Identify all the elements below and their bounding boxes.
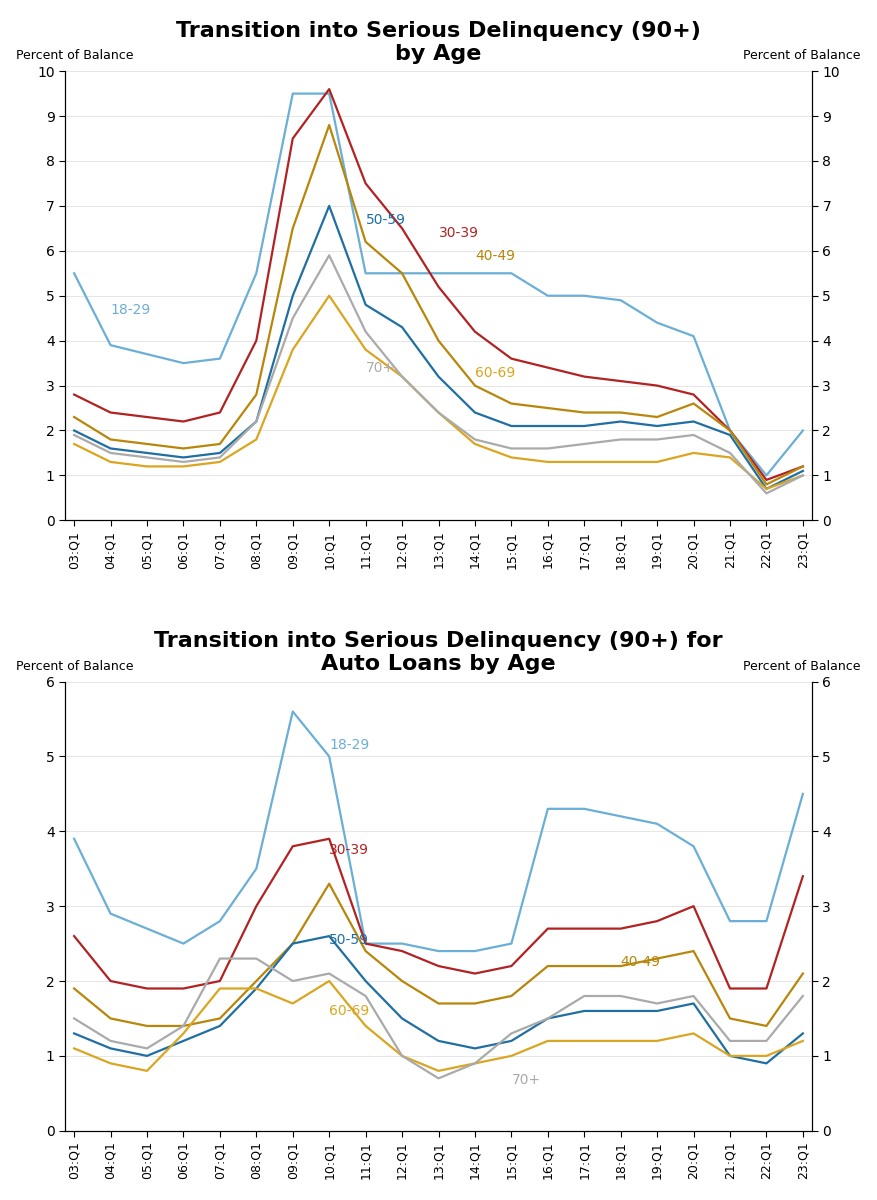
Text: Percent of Balance: Percent of Balance: [743, 49, 860, 62]
Title: Transition into Serious Delinquency (90+) for
Auto Loans by Age: Transition into Serious Delinquency (90+…: [154, 631, 723, 674]
Text: 60-69: 60-69: [329, 1003, 369, 1018]
Text: 40-49: 40-49: [475, 248, 515, 263]
Text: 70+: 70+: [366, 361, 395, 376]
Text: 50-59: 50-59: [366, 212, 406, 227]
Text: 30-39: 30-39: [329, 842, 369, 857]
Text: 60-69: 60-69: [475, 366, 515, 379]
Text: 30-39: 30-39: [438, 227, 479, 240]
Text: Percent of Balance: Percent of Balance: [17, 49, 134, 62]
Text: 18-29: 18-29: [111, 302, 151, 317]
Text: 70+: 70+: [511, 1073, 540, 1087]
Text: 40-49: 40-49: [621, 955, 660, 970]
Text: 50-59: 50-59: [329, 932, 369, 947]
Text: Percent of Balance: Percent of Balance: [17, 660, 134, 672]
Title: Transition into Serious Delinquency (90+)
by Age: Transition into Serious Delinquency (90+…: [176, 20, 701, 64]
Text: Percent of Balance: Percent of Balance: [743, 660, 860, 672]
Text: 18-29: 18-29: [329, 738, 369, 752]
